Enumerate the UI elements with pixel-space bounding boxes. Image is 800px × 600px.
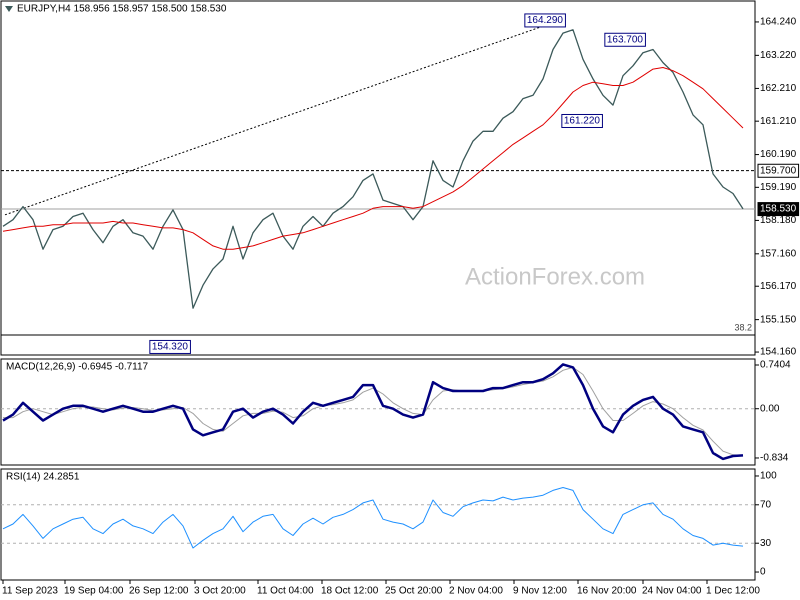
x-tick-label: 19 Sep 04:00 — [64, 586, 124, 597]
annotation-box — [149, 339, 191, 354]
y-tick-label: 160.190 — [760, 149, 797, 160]
y-tick-label: -0.834 — [760, 453, 789, 464]
y-tick-label: 159.190 — [760, 182, 797, 193]
panel-title: EURJPY,H4 158.956 158.957 158.500 158.53… — [17, 4, 227, 15]
y-tick-label: 0 — [760, 567, 766, 578]
y-tick-label: 155.150 — [760, 314, 797, 325]
label-box — [757, 163, 800, 178]
x-tick-label: 26 Sep 12:00 — [129, 586, 189, 597]
x-tick-label: 25 Oct 20:00 — [385, 586, 443, 597]
annotation-label: 164.290 — [527, 15, 564, 26]
trend-line — [4, 21, 556, 216]
y-tick-label: 162.210 — [760, 83, 797, 94]
series-line — [2, 67, 744, 250]
level-name: 38.2 — [734, 322, 752, 332]
annotation-label: 163.700 — [607, 34, 644, 45]
panel-frame — [0, 468, 756, 581]
panel-title: MACD(12,26,9) -0.6945 -0.7117 — [6, 362, 149, 373]
annotation-box — [524, 13, 566, 28]
annotation-box — [561, 113, 603, 128]
x-tick-label: 2 Nov 04:00 — [449, 586, 503, 597]
y-tick-label: 100 — [760, 471, 777, 482]
x-tick-label: 24 Nov 04:00 — [642, 586, 702, 597]
price-label: 159.700 — [760, 165, 797, 176]
x-tick-label: 9 Nov 12:00 — [513, 586, 567, 597]
panel-frame — [0, 358, 756, 466]
y-tick-label: 0.7404 — [760, 360, 791, 371]
y-tick-label: 30 — [760, 538, 772, 549]
y-tick-label: 164.240 — [760, 17, 797, 28]
series-line — [2, 363, 744, 461]
label-box — [757, 202, 800, 217]
x-tick-label: 18 Oct 12:00 — [321, 586, 379, 597]
x-tick-label: 11 Oct 04:00 — [257, 586, 314, 597]
annotation-label: 161.220 — [564, 115, 601, 126]
panel-frame — [0, 0, 756, 356]
y-tick-label: 157.160 — [760, 248, 797, 259]
annotation-box — [604, 32, 646, 47]
price-label: 158.530 — [760, 204, 797, 215]
annotation-label: 154.320 — [152, 341, 189, 352]
series-line — [2, 487, 744, 549]
y-tick-label: 161.210 — [760, 116, 797, 127]
y-tick-label: 0.00 — [760, 403, 780, 414]
x-tick-label: 16 Nov 20:00 — [577, 586, 637, 597]
y-tick-label: 70 — [760, 499, 772, 510]
x-tick-label: 11 Sep 2023 — [2, 586, 58, 597]
symbol-icon — [5, 6, 13, 12]
x-tick-label: 3 Oct 20:00 — [194, 586, 246, 597]
y-tick-label: 163.220 — [760, 50, 797, 61]
x-tick-label: 1 Dec 12:00 — [706, 586, 760, 597]
watermark: ActionForex.com — [465, 263, 645, 290]
y-tick-label: 154.160 — [760, 347, 797, 358]
y-tick-label: 158.180 — [760, 215, 797, 226]
panel-title: RSI(14) 24.2851 — [6, 472, 80, 483]
y-tick-label: 156.170 — [760, 281, 797, 292]
